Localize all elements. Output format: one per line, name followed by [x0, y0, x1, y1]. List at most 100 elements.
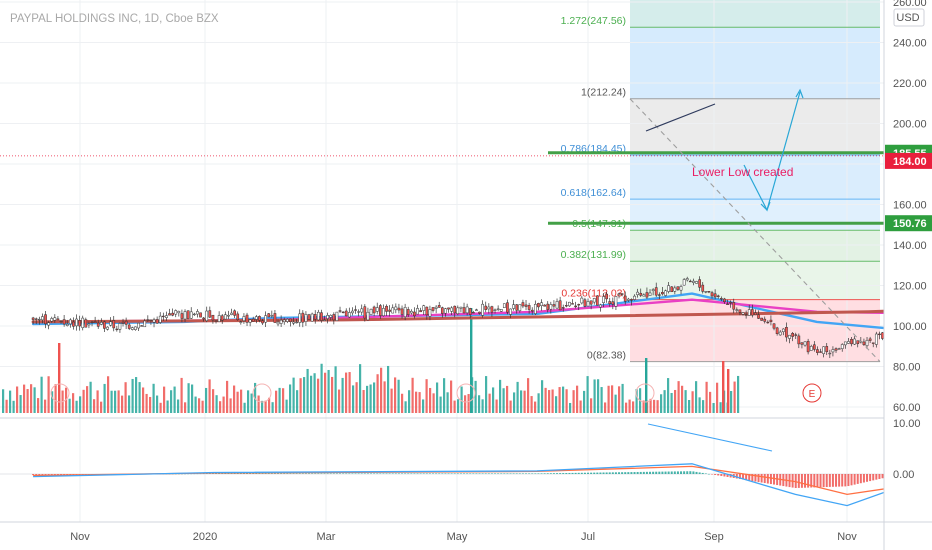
candle-body	[282, 319, 286, 323]
macd-hist-bar	[487, 473, 490, 474]
candle-body	[540, 302, 543, 306]
volume-bar	[429, 387, 432, 413]
fib-zone-3	[630, 154, 880, 200]
macd-hist-bar	[828, 474, 831, 487]
volume-bar	[79, 396, 82, 413]
candle-body	[744, 314, 748, 316]
volume-bar	[285, 399, 288, 413]
candle-body	[642, 294, 646, 297]
volume-bar	[103, 383, 106, 413]
candle-body	[394, 306, 398, 311]
macd-hist-bar	[804, 474, 807, 488]
macd-hist-bar	[847, 474, 850, 487]
volume-bar	[320, 363, 323, 413]
macd-hist-bar	[453, 473, 456, 474]
macd-hist-bar	[683, 471, 686, 474]
macd-hist-bar	[528, 473, 531, 474]
volume-bar	[44, 399, 47, 413]
volume-bar	[446, 392, 449, 413]
candle-body	[230, 312, 233, 315]
volume-bar	[681, 385, 684, 413]
volume-bar	[191, 384, 194, 413]
candle-body	[704, 291, 708, 293]
volume-bar	[663, 390, 666, 413]
volume-spike-3	[722, 361, 725, 413]
macd-hist-bar	[797, 474, 800, 488]
volume-bar	[509, 400, 512, 413]
volume-bar	[149, 396, 152, 413]
candle-body	[444, 308, 447, 314]
macd-hist-bar	[549, 473, 552, 474]
macd-hist-bar	[277, 473, 280, 474]
candle-body	[50, 318, 54, 322]
macd-hist-bar	[314, 473, 317, 474]
candle-body	[158, 315, 162, 323]
volume-bar	[453, 400, 456, 413]
fib-zone-5	[630, 230, 880, 262]
volume-bar	[9, 390, 12, 413]
candle-body	[199, 312, 202, 318]
volume-bar	[544, 387, 547, 413]
macd-hist-bar	[450, 473, 453, 474]
candle-body	[34, 318, 38, 320]
candle-body	[775, 327, 779, 334]
candle-body	[843, 341, 847, 346]
currency-label[interactable]: USD	[896, 12, 919, 24]
macd-hist-bar	[866, 474, 869, 482]
candle-body	[605, 293, 608, 300]
fib-label-6: 0.236(113.03)	[561, 288, 626, 300]
macd-hist-bar	[689, 471, 692, 474]
volume-bar	[684, 390, 687, 413]
price-tick-label-10: 60.00	[893, 402, 921, 414]
candle-body	[248, 319, 252, 323]
macd-hist-bar	[428, 473, 431, 474]
volume-bar	[117, 390, 120, 413]
volume-bar	[579, 400, 582, 413]
macd-hist-bar	[658, 471, 661, 474]
macd-hist-bar	[379, 473, 382, 474]
candle-body	[90, 321, 94, 324]
candle-body	[806, 340, 810, 353]
macd-hist-bar	[574, 472, 577, 474]
fib-label-7: 0(82.38)	[587, 350, 626, 362]
macd-hist-bar	[825, 474, 828, 488]
candle-body	[202, 317, 205, 320]
macd-hist-bar	[636, 471, 639, 474]
macd-hist-bar	[835, 474, 838, 487]
volume-bar	[166, 400, 169, 413]
candle-body	[313, 314, 317, 320]
macd-hist-bar	[707, 473, 710, 475]
candle-body	[78, 320, 81, 327]
volume-bar	[40, 376, 43, 413]
candle-body	[329, 315, 333, 318]
candle-body	[121, 321, 125, 324]
macd-hist-bar	[841, 474, 844, 487]
candle-body	[168, 313, 171, 316]
candle-body	[155, 319, 159, 324]
macd-hist-bar	[267, 473, 270, 474]
volume-bar	[600, 387, 603, 413]
candle-body	[289, 318, 292, 323]
macd-hist-bar	[859, 474, 862, 484]
candle-body	[192, 313, 196, 316]
candle-body	[499, 309, 503, 312]
candle-body	[750, 309, 754, 316]
volume-bar	[324, 372, 327, 413]
candle-body	[797, 335, 801, 345]
candle-body	[338, 310, 342, 312]
volume-bar	[72, 393, 75, 413]
candle-body	[816, 349, 819, 353]
volume-bar	[383, 381, 386, 413]
volume-bar	[387, 365, 390, 413]
volume-bar	[341, 377, 344, 413]
fib-label-5: 0.382(131.99)	[561, 249, 626, 261]
macd-hist-bar	[838, 474, 841, 487]
candle-body	[196, 311, 199, 315]
volume-bar	[464, 395, 467, 413]
volume-bar	[618, 386, 621, 413]
candle-body	[766, 321, 770, 324]
macd-hist-bar	[630, 472, 633, 474]
volume-bar	[177, 399, 180, 413]
candle-body	[140, 325, 143, 327]
